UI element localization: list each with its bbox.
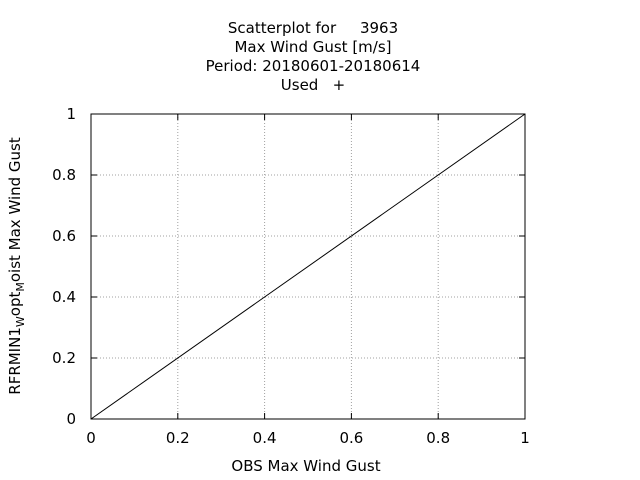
title-line-4: Used + xyxy=(281,76,345,94)
x-tick-label: 0.8 xyxy=(426,429,450,447)
y-axis-label-subscript: M xyxy=(14,282,27,292)
grid-lines xyxy=(91,114,525,419)
x-axis-label: OBS Max Wind Gust xyxy=(231,457,380,475)
title-line-1: Scatterplot for 3963 xyxy=(228,19,398,37)
x-tick-labels: 0 0.2 0.4 0.6 0.8 1 xyxy=(86,429,530,447)
x-tick-label: 0 xyxy=(86,429,96,447)
y-axis-label-part: oist Max Wind Gust xyxy=(6,137,24,282)
y-tick-label: 0.8 xyxy=(52,166,76,184)
y-tick-labels: 0 0.2 0.4 0.6 0.8 1 xyxy=(52,105,76,428)
data-series xyxy=(90,113,526,420)
y-axis-label-subscript: W xyxy=(14,316,27,327)
y-axis-label-part: RFRMIN1 xyxy=(6,327,24,395)
reference-line xyxy=(90,113,526,420)
y-tick-label: 0.2 xyxy=(52,349,76,367)
y-tick-label: 1 xyxy=(66,105,76,123)
title-line-3: Period: 20180601-20180614 xyxy=(206,57,421,75)
y-tick-label: 0 xyxy=(66,410,76,428)
x-tick-label: 0.4 xyxy=(253,429,277,447)
x-tick-label: 0.6 xyxy=(339,429,363,447)
y-axis-label: RFRMIN1WoptMoist Max Wind Gust xyxy=(6,137,27,395)
plot-frame xyxy=(90,113,526,420)
x-tick-label: 0.2 xyxy=(166,429,190,447)
x-tick-label: 1 xyxy=(520,429,530,447)
y-axis-label-part: opt xyxy=(6,292,24,317)
y-tick-label: 0.6 xyxy=(52,227,76,245)
title-line-2: Max Wind Gust [m/s] xyxy=(234,38,391,56)
y-tick-label: 0.4 xyxy=(52,288,76,306)
